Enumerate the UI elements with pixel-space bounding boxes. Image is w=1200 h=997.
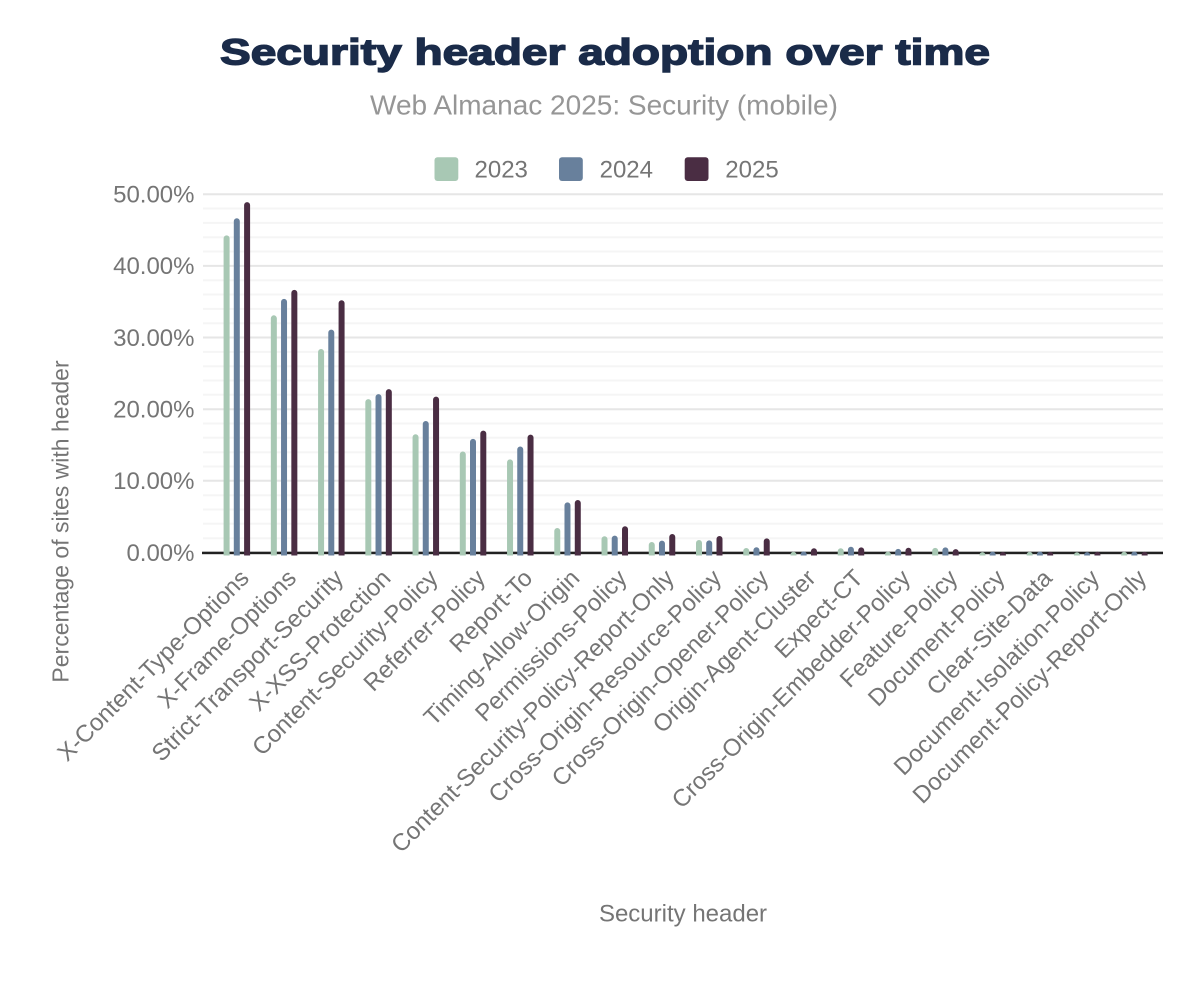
svg-text:Security header adoption over: Security header adoption over time bbox=[220, 32, 990, 73]
svg-text:2025: 2025 bbox=[725, 157, 778, 184]
svg-text:30.00%: 30.00% bbox=[113, 325, 194, 352]
svg-text:2023: 2023 bbox=[475, 157, 528, 184]
svg-text:10.00%: 10.00% bbox=[113, 468, 194, 495]
svg-text:Web Almanac 2025: Security (mo: Web Almanac 2025: Security (mobile) bbox=[370, 90, 838, 121]
svg-text:40.00%: 40.00% bbox=[113, 253, 194, 280]
svg-text:0.00%: 0.00% bbox=[126, 540, 194, 567]
svg-text:50.00%: 50.00% bbox=[113, 182, 194, 209]
svg-text:Security header: Security header bbox=[599, 901, 767, 928]
svg-text:Percentage of sites with heade: Percentage of sites with header bbox=[48, 360, 74, 683]
svg-text:20.00%: 20.00% bbox=[113, 397, 194, 424]
svg-text:2024: 2024 bbox=[600, 157, 653, 184]
